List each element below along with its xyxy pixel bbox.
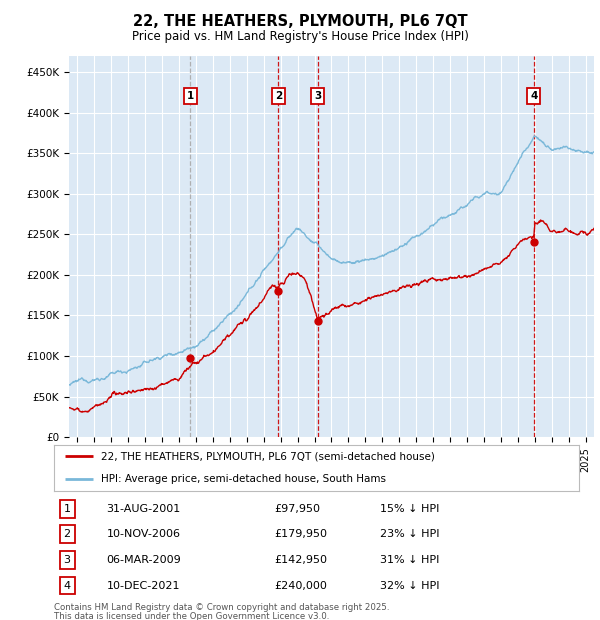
Text: 31% ↓ HPI: 31% ↓ HPI xyxy=(380,555,439,565)
Text: 4: 4 xyxy=(64,580,71,590)
Text: 10-NOV-2006: 10-NOV-2006 xyxy=(107,529,181,539)
Text: 3: 3 xyxy=(64,555,71,565)
Text: 4: 4 xyxy=(530,91,538,101)
Text: 15% ↓ HPI: 15% ↓ HPI xyxy=(380,504,439,514)
Text: £142,950: £142,950 xyxy=(275,555,328,565)
Text: 22, THE HEATHERS, PLYMOUTH, PL6 7QT: 22, THE HEATHERS, PLYMOUTH, PL6 7QT xyxy=(133,14,467,29)
Text: 22, THE HEATHERS, PLYMOUTH, PL6 7QT (semi-detached house): 22, THE HEATHERS, PLYMOUTH, PL6 7QT (sem… xyxy=(101,451,435,461)
Text: 06-MAR-2009: 06-MAR-2009 xyxy=(107,555,181,565)
Text: 1: 1 xyxy=(187,91,194,101)
Text: 32% ↓ HPI: 32% ↓ HPI xyxy=(380,580,439,590)
Text: £240,000: £240,000 xyxy=(275,580,328,590)
Text: 23% ↓ HPI: 23% ↓ HPI xyxy=(380,529,439,539)
Text: 2: 2 xyxy=(64,529,71,539)
Text: 10-DEC-2021: 10-DEC-2021 xyxy=(107,580,180,590)
Text: 3: 3 xyxy=(314,91,321,101)
Text: Contains HM Land Registry data © Crown copyright and database right 2025.: Contains HM Land Registry data © Crown c… xyxy=(54,603,389,612)
Text: 31-AUG-2001: 31-AUG-2001 xyxy=(107,504,181,514)
Text: 1: 1 xyxy=(64,504,71,514)
Text: Price paid vs. HM Land Registry's House Price Index (HPI): Price paid vs. HM Land Registry's House … xyxy=(131,30,469,43)
Text: HPI: Average price, semi-detached house, South Hams: HPI: Average price, semi-detached house,… xyxy=(101,474,386,484)
Text: This data is licensed under the Open Government Licence v3.0.: This data is licensed under the Open Gov… xyxy=(54,612,329,620)
Text: 2: 2 xyxy=(275,91,282,101)
Text: £97,950: £97,950 xyxy=(275,504,320,514)
Text: £179,950: £179,950 xyxy=(275,529,328,539)
